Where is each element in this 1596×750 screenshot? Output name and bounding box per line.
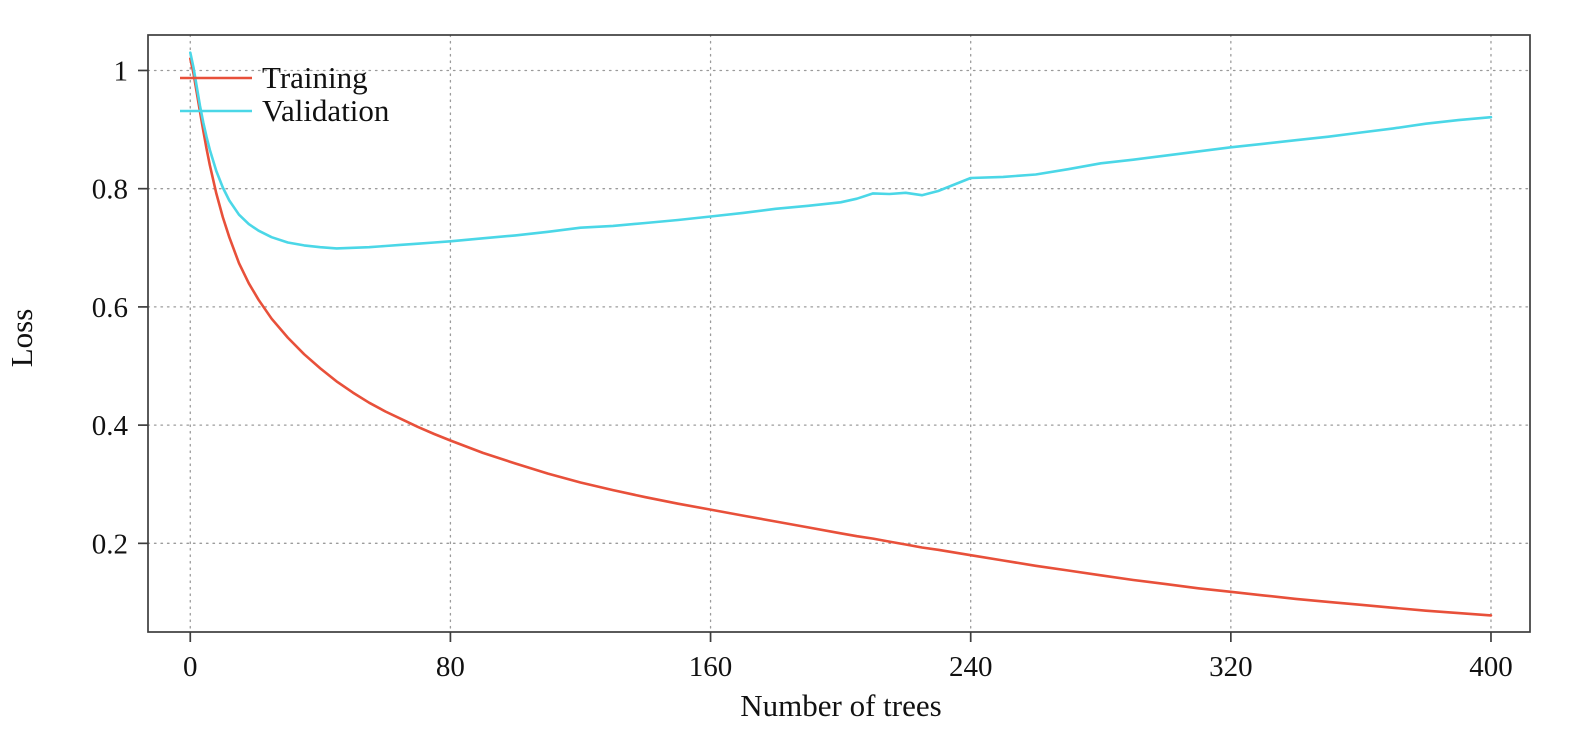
legend-label-validation: Validation (262, 93, 390, 128)
y-tick-label: 0.2 (92, 528, 128, 560)
y-tick-label: 1 (114, 55, 129, 87)
x-axis-label: Number of trees (740, 688, 941, 723)
x-tick-label: 160 (689, 651, 733, 683)
y-tick-label: 0.6 (92, 292, 128, 324)
y-tick-label: 0.4 (92, 410, 129, 442)
plot-frame (147, 34, 1531, 633)
x-tick-label: 400 (1469, 651, 1513, 683)
x-tick-label: 240 (949, 651, 993, 683)
series-line-training (189, 57, 1493, 617)
x-tick-label: 80 (436, 651, 465, 683)
y-axis-label: Loss (4, 309, 39, 368)
x-tick-label: 0 (183, 651, 198, 683)
x-tick-label: 320 (1209, 651, 1253, 683)
series-line-validation (189, 51, 1493, 250)
chart-layers: 0 80 160 240 320 400 0.2 0.4 0.6 0.8 1 TrainingVali… (92, 34, 1531, 683)
legend-label-training: Training (262, 60, 368, 95)
y-tick-label: 0.8 (92, 174, 128, 206)
